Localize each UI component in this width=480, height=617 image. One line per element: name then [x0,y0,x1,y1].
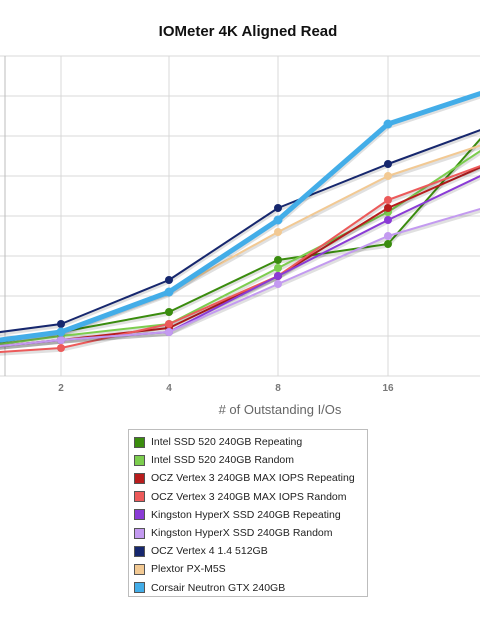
legend-label: OCZ Vertex 4 1.4 512GB [151,545,268,558]
legend-swatch [134,527,145,539]
legend-item: OCZ Vertex 3 240GB MAX IOPS Random [129,488,367,506]
series-line [0,129,480,334]
legend-label: Intel SSD 520 240GB Random [151,454,295,467]
data-point [57,320,65,328]
legend-label: Kingston HyperX SSD 240GB Repeating [151,508,341,521]
legend-item: Kingston HyperX SSD 240GB Random [129,524,367,542]
legend-item: Kingston HyperX SSD 240GB Repeating [129,506,367,524]
data-point [274,204,282,212]
x-tick-label: 2 [58,383,64,394]
data-point [384,160,392,168]
legend-label: Plextor PX-M5S [151,563,226,576]
x-tick-labels: 2 4 8 16 [58,383,394,394]
data-point [57,344,65,352]
series-line-shadow [0,176,480,350]
legend-swatch [134,545,145,557]
data-point [165,328,173,336]
x-tick-label: 8 [275,383,281,394]
series-line [0,90,480,343]
legend-swatch [134,582,145,594]
legend-label: Intel SSD 520 240GB Repeating [151,436,303,449]
data-point [274,264,282,272]
data-point [273,215,283,225]
legend: Intel SSD 520 240GB Repeating Intel SSD 5… [128,429,368,597]
data-point [384,172,392,180]
legend-swatch [134,491,145,503]
data-point [384,216,392,224]
data-point [56,327,66,337]
legend-label: OCZ Vertex 3 240GB MAX IOPS Random [151,490,347,503]
data-point [274,256,282,264]
data-point [165,320,173,328]
series-line-shadow [0,209,480,350]
legend-swatch [134,563,145,575]
series-line-shadow [0,166,480,356]
data-point [274,272,282,280]
data-point [165,308,173,316]
legend-swatch [134,509,145,521]
series-line [0,165,480,354]
legend-swatch [134,472,145,484]
series-line-shadow [0,167,480,350]
data-point [165,276,173,284]
series-3 [0,166,480,350]
data-point [383,119,393,129]
legend-swatch [134,436,145,448]
series-7 [0,129,480,336]
legend-label: OCZ Vertex 3 240GB MAX IOPS Repeating [151,472,355,485]
data-point [57,336,65,344]
legend-label: Kingston HyperX SSD 240GB Random [151,527,333,540]
legend-item: OCZ Vertex 3 240GB MAX IOPS Repeating [129,469,367,487]
series-line-shadow [0,151,480,348]
legend-item: Plextor PX-M5S [129,560,367,578]
legend-item: Corsair Neutron GTX 240GB [129,579,367,597]
series-6 [0,207,480,350]
x-axis-label: # of Outstanding I/Os [219,402,342,417]
legend-item: Intel SSD 520 240GB Random [129,451,367,469]
series-group [0,90,480,356]
data-point [384,204,392,212]
data-point [384,232,392,240]
data-point [384,196,392,204]
series-line-shadow [0,138,480,346]
data-point [384,240,392,248]
chart-title: IOMeter 4K Aligned Read [159,23,338,40]
series-line [0,207,480,348]
data-point [164,287,174,297]
legend-label: Corsair Neutron GTX 240GB [151,581,286,594]
legend-item: Intel SSD 520 240GB Repeating [129,433,367,451]
series-line-shadow [0,130,480,336]
x-tick-label: 16 [382,383,394,394]
data-point [274,228,282,236]
series-4 [0,165,480,356]
legend-item: OCZ Vertex 4 1.4 512GB [129,542,367,560]
series-9 [0,90,480,346]
x-tick-label: 4 [166,383,172,394]
legend-swatch [134,454,145,466]
data-point [274,280,282,288]
